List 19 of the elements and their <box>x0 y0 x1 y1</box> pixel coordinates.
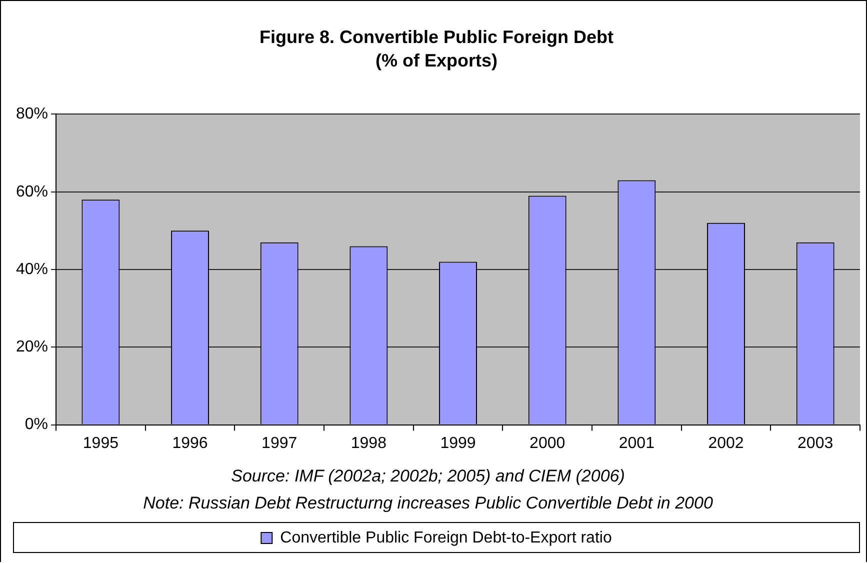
x-tick-label: 1996 <box>172 434 208 452</box>
x-tick-label: 2000 <box>530 434 566 452</box>
y-tick-label: 40% <box>16 260 48 278</box>
source-note: Source: IMF (2002a; 2002b; 2005) and CIEM (2006) <box>231 466 625 486</box>
x-tick-label: 1998 <box>350 434 387 452</box>
x-tick-label: 2001 <box>618 434 655 452</box>
text: Note: Russian Debt Restructurng increases Public Convertible Debt in 2000 <box>143 494 714 513</box>
x-tick-label: 1997 <box>262 434 298 452</box>
x-tick-label: 1995 <box>82 434 119 452</box>
x-tick-label: 2003 <box>798 434 834 452</box>
y-tick-label: 20% <box>16 338 48 356</box>
legend-label: Convertible Public Foreign Debt-to-Export ratio <box>280 529 612 546</box>
x-tick-label: 2002 <box>708 434 744 452</box>
y-tick-label: 60% <box>16 183 48 200</box>
y-tick-label: 0% <box>24 416 48 434</box>
y-tick-label: 80% <box>16 106 48 123</box>
chart-title: Figure 8. Convertible Public Foreign Debt <box>259 26 614 47</box>
chart-subtitle: (% of Exports) <box>375 50 498 70</box>
x-tick-label: 1999 <box>440 434 476 452</box>
